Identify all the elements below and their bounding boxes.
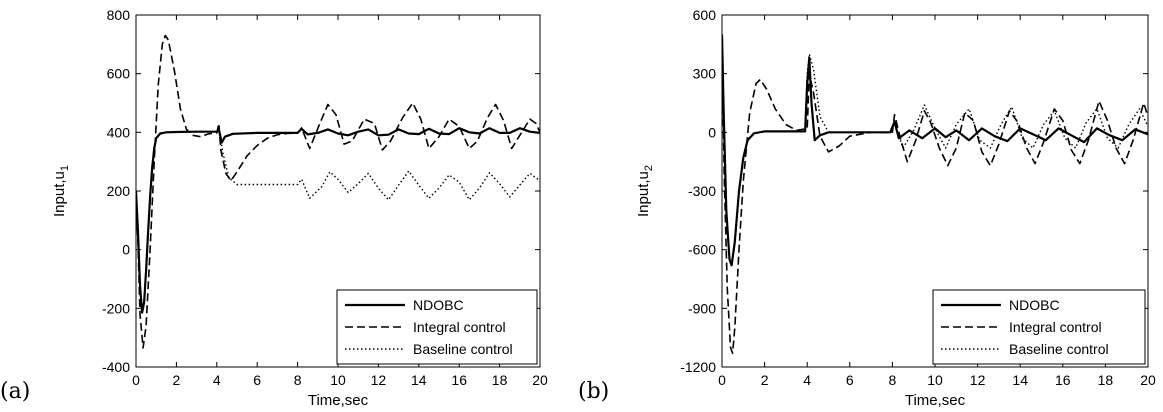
panel-label: (a): [0, 379, 30, 404]
x-tick-label: 8: [889, 372, 897, 388]
x-tick-label: 12: [371, 372, 387, 388]
y-axis-label-text: Input,u: [51, 171, 68, 217]
y-tick-label: -400: [102, 359, 130, 375]
x-tick-label: 16: [451, 372, 467, 388]
y-axis-label-subscript: 1: [59, 165, 71, 171]
chart-panel-1: 0 2 4 6 8 10 12 14 16 18 20 -400 -200 0 200 400 600 800 Ti…: [0, 7, 548, 409]
x-tick-label: 2: [761, 372, 769, 388]
y-tick-label: -900: [688, 300, 716, 316]
x-axis-label: Time,sec: [308, 392, 369, 409]
series-line-baseline-control: [136, 125, 540, 314]
y-tick-label: 300: [693, 66, 717, 82]
legend-label-ndobc: NDOBC: [1009, 297, 1060, 313]
legend-label-integral-control: Integral control: [413, 319, 506, 335]
y-tick-label: 800: [107, 7, 131, 23]
legend-label-baseline-control: Baseline control: [1009, 341, 1109, 357]
y-tick-label: 0: [708, 124, 716, 140]
x-tick-label: 14: [1012, 372, 1028, 388]
legend-label-ndobc: NDOBC: [413, 297, 464, 313]
x-tick-label: 18: [492, 372, 508, 388]
series-line-baseline-control: [722, 34, 1148, 266]
y-tick-label: 600: [107, 66, 131, 82]
y-tick-label: 200: [107, 183, 131, 199]
legend: NDOBC Integral control Baseline control: [932, 289, 1146, 365]
legend: NDOBC Integral control Baseline control: [336, 289, 538, 365]
x-axis-label: Time,sec: [905, 392, 966, 409]
y-tick-label: 0: [122, 242, 130, 258]
x-tick-label: 0: [132, 372, 140, 388]
x-tick-label: 4: [213, 372, 221, 388]
y-tick-label: -300: [688, 183, 716, 199]
x-tick-label: 0: [718, 372, 726, 388]
y-tick-label: -200: [102, 300, 130, 316]
y-tick-label: 400: [107, 124, 131, 140]
x-tick-label: 6: [253, 372, 261, 388]
legend-label-integral-control: Integral control: [1009, 319, 1102, 335]
x-tick-label: 14: [411, 372, 427, 388]
x-tick-label: 16: [1055, 372, 1071, 388]
y-axis-label-subscript: 2: [643, 165, 655, 171]
y-axis-label-text: Input,u: [635, 171, 652, 217]
y-axis-label: Input,u2: [635, 165, 655, 217]
x-tick-label: 6: [846, 372, 854, 388]
legend-label-baseline-control: Baseline control: [413, 341, 513, 357]
y-tick-label: -600: [688, 242, 716, 258]
x-tick-label: 10: [330, 372, 346, 388]
series-line-ndobc: [136, 127, 540, 314]
x-tick-label: 12: [970, 372, 986, 388]
x-tick-label: 18: [1098, 372, 1114, 388]
x-tick-label: 4: [803, 372, 811, 388]
series-line-integral-control: [722, 34, 1148, 355]
series-line-ndobc: [722, 34, 1148, 267]
x-tick-label: 20: [532, 372, 548, 388]
x-tick-label: 20: [1140, 372, 1156, 388]
chart-panel-2: 0 2 4 6 8 10 12 14 16 18 20 -1200 -900 -600 -300 0 300 60…: [578, 7, 1156, 409]
series-line-integral-control: [136, 34, 540, 349]
y-tick-label: 600: [693, 7, 717, 23]
y-tick-label: -1200: [680, 359, 716, 375]
y-axis-label: Input,u1: [51, 165, 71, 217]
x-tick-label: 2: [173, 372, 181, 388]
x-tick-label: 8: [294, 372, 302, 388]
x-tick-label: 10: [927, 372, 943, 388]
panel-label: (b): [578, 379, 609, 404]
